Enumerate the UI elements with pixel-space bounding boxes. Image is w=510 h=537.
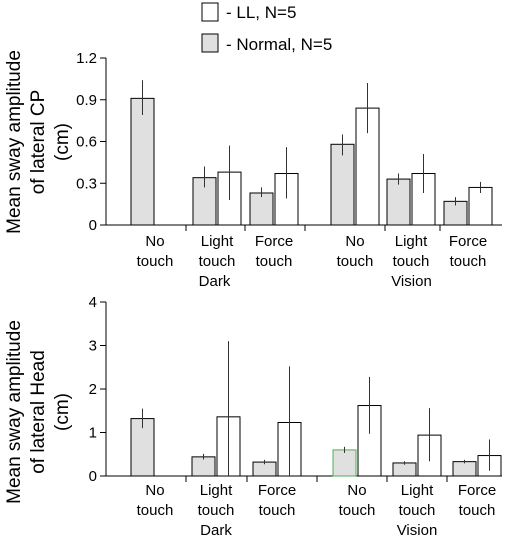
bar-normal <box>130 97 155 226</box>
bar-ll <box>468 186 493 226</box>
x-tick-label: touch <box>393 253 430 270</box>
legend-swatch-ll <box>201 2 219 22</box>
y-axis-title-line-3: (cm) <box>52 393 73 431</box>
group-label: Vision <box>397 522 438 537</box>
y-tick-label: 0 <box>89 217 97 234</box>
x-tick-label: Light <box>401 482 434 499</box>
x-tick-label: touch <box>137 253 174 270</box>
legend-label-normal: - Normal, N=5 <box>226 35 332 54</box>
bar-normal <box>191 456 216 477</box>
y-axis-title-line-3: (cm) <box>52 123 73 161</box>
x-tick-label: No <box>145 233 164 250</box>
x-tick-label: Light <box>395 233 428 250</box>
x-tick-label: Light <box>200 482 233 499</box>
x-tick-label: touch <box>339 502 376 519</box>
x-tick-label: touch <box>199 253 236 270</box>
plot-area: 0 1 2 3 4 No touch Light touch Force touch No touch L… <box>89 294 502 537</box>
x-tick-label: touch <box>399 502 436 519</box>
x-tick-label: No <box>145 482 164 499</box>
x-tick-label: No <box>345 233 364 250</box>
y-axis-title: Mean sway amplitude <box>4 320 25 504</box>
y-tick-label: 1 <box>89 425 97 442</box>
y-axis-title-line-2: of lateral CP <box>28 90 49 195</box>
x-tick-label: touch <box>450 253 487 270</box>
bar-normal <box>386 178 411 226</box>
x-tick-label: touch <box>459 502 496 519</box>
bar-normal <box>249 192 274 226</box>
chart-lateral-cp: Mean sway amplitude of lateral CP (cm) 0… <box>4 50 502 290</box>
y-tick-label: 2 <box>89 381 97 398</box>
x-tick-label: Light <box>201 233 234 250</box>
x-tick-label: touch <box>259 502 296 519</box>
group-label: Dark <box>200 522 232 537</box>
legend-swatch-normal <box>201 33 219 53</box>
bar-normal <box>332 449 357 477</box>
legend: - LL, N=5 - Normal, N=5 <box>201 2 332 54</box>
y-tick-label: 0.3 <box>76 175 97 192</box>
x-tick-label: touch <box>256 253 293 270</box>
y-tick-label: 1.2 <box>76 50 97 67</box>
x-tick-label: Force <box>258 482 296 499</box>
x-tick-label: touch <box>337 253 374 270</box>
bar-normal <box>452 461 477 477</box>
y-tick-label: 0.6 <box>76 134 97 151</box>
x-tick-label: touch <box>198 502 235 519</box>
plot-area: 0 0.3 0.6 0.9 1.2 No touch Light touch Force touch… <box>76 50 502 290</box>
x-tick-label: Force <box>255 233 293 250</box>
chart-lateral-head: Mean sway amplitude of lateral Head (cm)… <box>4 294 502 537</box>
y-tick-label: 3 <box>89 338 97 355</box>
y-tick-label: 4 <box>89 294 97 311</box>
x-tick-label: Force <box>458 482 496 499</box>
y-axis-title: Mean sway amplitude <box>4 50 25 234</box>
y-tick-label: 0.9 <box>76 92 97 109</box>
x-tick-label: Force <box>449 233 487 250</box>
bar-normal <box>330 143 355 226</box>
x-tick-label: touch <box>137 502 174 519</box>
legend-label-ll: - LL, N=5 <box>226 3 296 22</box>
y-tick-label: 0 <box>89 468 97 485</box>
x-tick-label: No <box>347 482 366 499</box>
group-label: Dark <box>199 273 231 290</box>
group-label: Vision <box>391 273 432 290</box>
bar-normal <box>392 462 417 477</box>
y-axis-title-line-2: of lateral Head <box>28 350 49 474</box>
